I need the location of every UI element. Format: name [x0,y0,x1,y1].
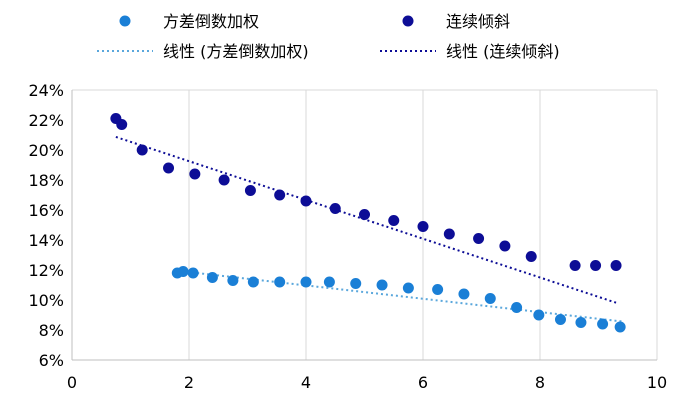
data-point [575,317,587,328]
data-point [116,119,128,130]
data-point [227,275,239,286]
data-point [597,318,609,330]
data-point [525,251,537,262]
data-point [359,209,370,220]
data-point [569,260,581,271]
legend-label: 线性 (方差倒数加权) [163,42,309,61]
legend-marker [119,15,131,27]
grid [72,89,658,360]
x-tick-label: 2 [184,373,194,392]
y-tick-label: 20% [28,141,64,160]
data-point [402,282,414,294]
data-point [458,288,470,300]
data-point [244,185,256,196]
data-point [163,162,175,174]
y-tick-label: 6% [39,351,64,370]
data-point [473,233,485,244]
data-point [614,321,626,333]
data-point [323,276,335,288]
data-point [136,144,148,156]
data-point [499,240,511,252]
data-point [350,278,362,289]
y-tick-label: 10% [28,291,64,310]
data-point [274,189,286,201]
y-tick-label: 22% [28,111,64,130]
legend-marker [402,15,414,27]
data-point [610,260,622,271]
data-point [443,228,455,240]
data-point [300,195,312,207]
y-tick-label: 8% [39,321,64,340]
data-point [376,279,388,291]
y-tick-label: 16% [28,201,64,220]
data-point [177,266,189,277]
data-point [484,293,496,304]
trendlines [115,136,623,323]
legend-label: 线性 (连续倾斜) [446,42,560,61]
data-point [533,309,545,321]
data-point [511,302,523,313]
data-point [417,221,429,232]
x-tick-label: 6 [418,373,428,392]
data-point [329,203,341,214]
x-tick-label: 8 [535,373,545,392]
data-point [274,276,286,288]
data-point [590,260,602,271]
legend-label: 连续倾斜 [446,12,510,31]
data-point [247,276,259,288]
data-point [218,174,230,186]
x-tick-label: 0 [67,373,77,392]
data-point [388,215,400,226]
data-point [432,284,444,295]
y-tick-label: 12% [28,261,64,280]
trendline [177,269,623,323]
axes: 0 2 4 6 8 10 6% 8% 10% 12% 14% 16% 18% 20% 22% 24% [28,81,667,392]
y-tick-label: 18% [28,171,64,190]
data-points [110,113,626,333]
data-point [300,276,312,288]
y-tick-label: 24% [28,81,64,100]
x-tick-label: 10 [647,373,667,392]
y-tick-label: 14% [28,231,64,250]
data-point [206,272,218,283]
data-point [187,267,199,279]
data-point [554,314,566,325]
data-point [189,168,201,180]
x-tick-label: 4 [301,373,311,392]
legend-label: 方差倒数加权 [163,12,259,31]
